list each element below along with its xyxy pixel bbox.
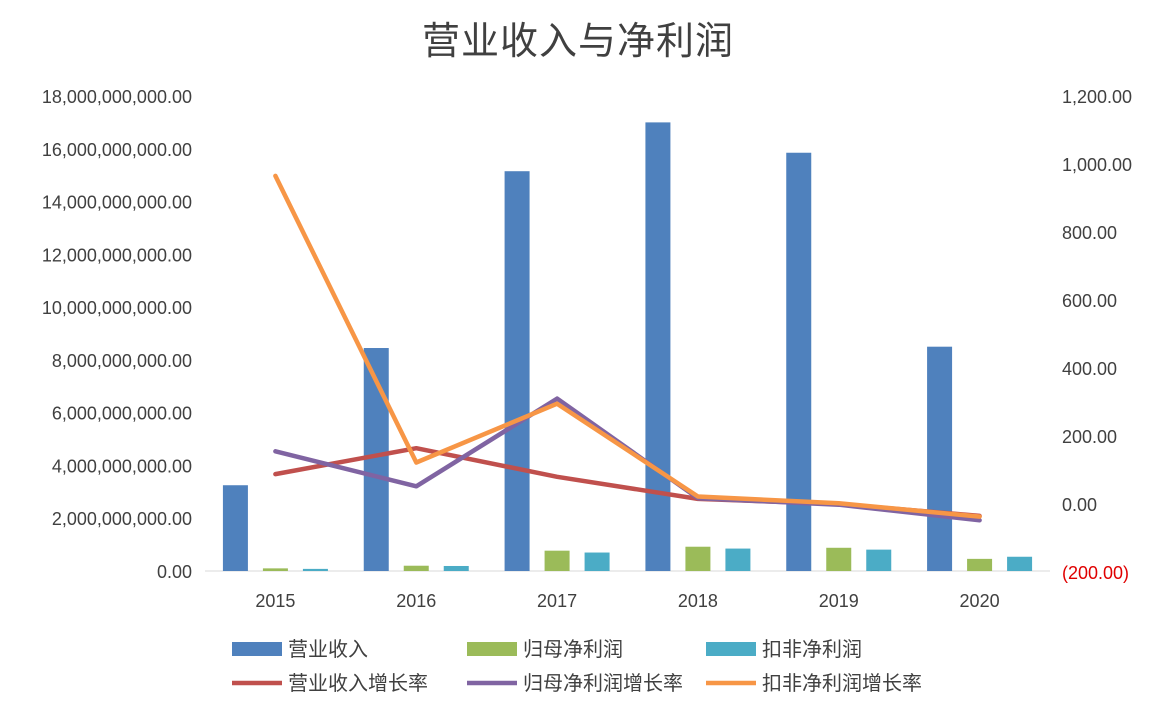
y-right-tick-label: 0.00 <box>1062 495 1097 515</box>
x-tick-label: 2016 <box>396 591 436 611</box>
bar-2-2019 <box>866 549 892 571</box>
bar-0-2018 <box>645 122 671 571</box>
x-tick-label: 2017 <box>537 591 577 611</box>
y-left-tick-label: 0.00 <box>157 562 192 582</box>
x-tick-label: 2019 <box>819 591 859 611</box>
x-tick-label: 2018 <box>678 591 718 611</box>
chart-title: 营业收入与净利润 <box>421 19 734 63</box>
bar-1-2015 <box>262 568 288 571</box>
y-left-tick-label: 16,000,000,000.00 <box>42 140 192 160</box>
bar-0-2015 <box>222 485 248 571</box>
legend-label: 扣非净利润 <box>762 637 862 661</box>
legend-label: 营业收入增长率 <box>288 671 428 695</box>
y-right-tick-label: 200.00 <box>1062 427 1117 447</box>
y-left-tick-label: 14,000,000,000.00 <box>42 193 192 213</box>
x-tick-label: 2015 <box>255 591 295 611</box>
bar-2-2015 <box>302 568 328 571</box>
y-left-tick-label: 2,000,000,000.00 <box>52 509 192 529</box>
y-left-tick-label: 8,000,000,000.00 <box>52 351 192 371</box>
bar-1-2018 <box>685 546 711 571</box>
legend-label: 归母净利润增长率 <box>523 671 683 695</box>
bar-2-2020 <box>1007 556 1033 571</box>
y-left-tick-label: 18,000,000,000.00 <box>42 87 192 107</box>
bar-2-2018 <box>725 548 751 571</box>
bar-0-2017 <box>504 171 530 572</box>
bar-1-2019 <box>826 547 852 571</box>
bar-2-2016 <box>443 565 469 571</box>
legend-swatch-2 <box>706 642 756 656</box>
line-series-2 <box>273 173 982 519</box>
bar-1-2017 <box>544 550 570 571</box>
y-left-tick-label: 6,000,000,000.00 <box>52 404 192 424</box>
y-right-tick-label: (200.00) <box>1062 563 1129 583</box>
y-right-tick-label: 1,200.00 <box>1062 87 1132 107</box>
x-tick-label: 2020 <box>960 591 1000 611</box>
y-left-tick-label: 10,000,000,000.00 <box>42 298 192 318</box>
legend-swatch-1 <box>467 642 517 656</box>
bar-1-2016 <box>403 565 429 571</box>
y-right-tick-label: 1,000.00 <box>1062 155 1132 175</box>
y-left-tick-label: 4,000,000,000.00 <box>52 456 192 476</box>
bar-0-2020 <box>927 346 953 571</box>
legend-label: 归母净利润 <box>523 637 623 661</box>
legend-swatch-0 <box>232 642 282 656</box>
y-left-tick-label: 12,000,000,000.00 <box>42 245 192 265</box>
bar-0-2019 <box>786 152 812 571</box>
y-right-tick-label: 800.00 <box>1062 223 1117 243</box>
bar-2-2017 <box>584 552 610 571</box>
legend-label: 营业收入 <box>288 637 368 661</box>
y-right-tick-label: 600.00 <box>1062 291 1117 311</box>
y-right-tick-label: 400.00 <box>1062 359 1117 379</box>
legend-label: 扣非净利润增长率 <box>762 671 922 695</box>
bar-1-2020 <box>967 558 993 571</box>
